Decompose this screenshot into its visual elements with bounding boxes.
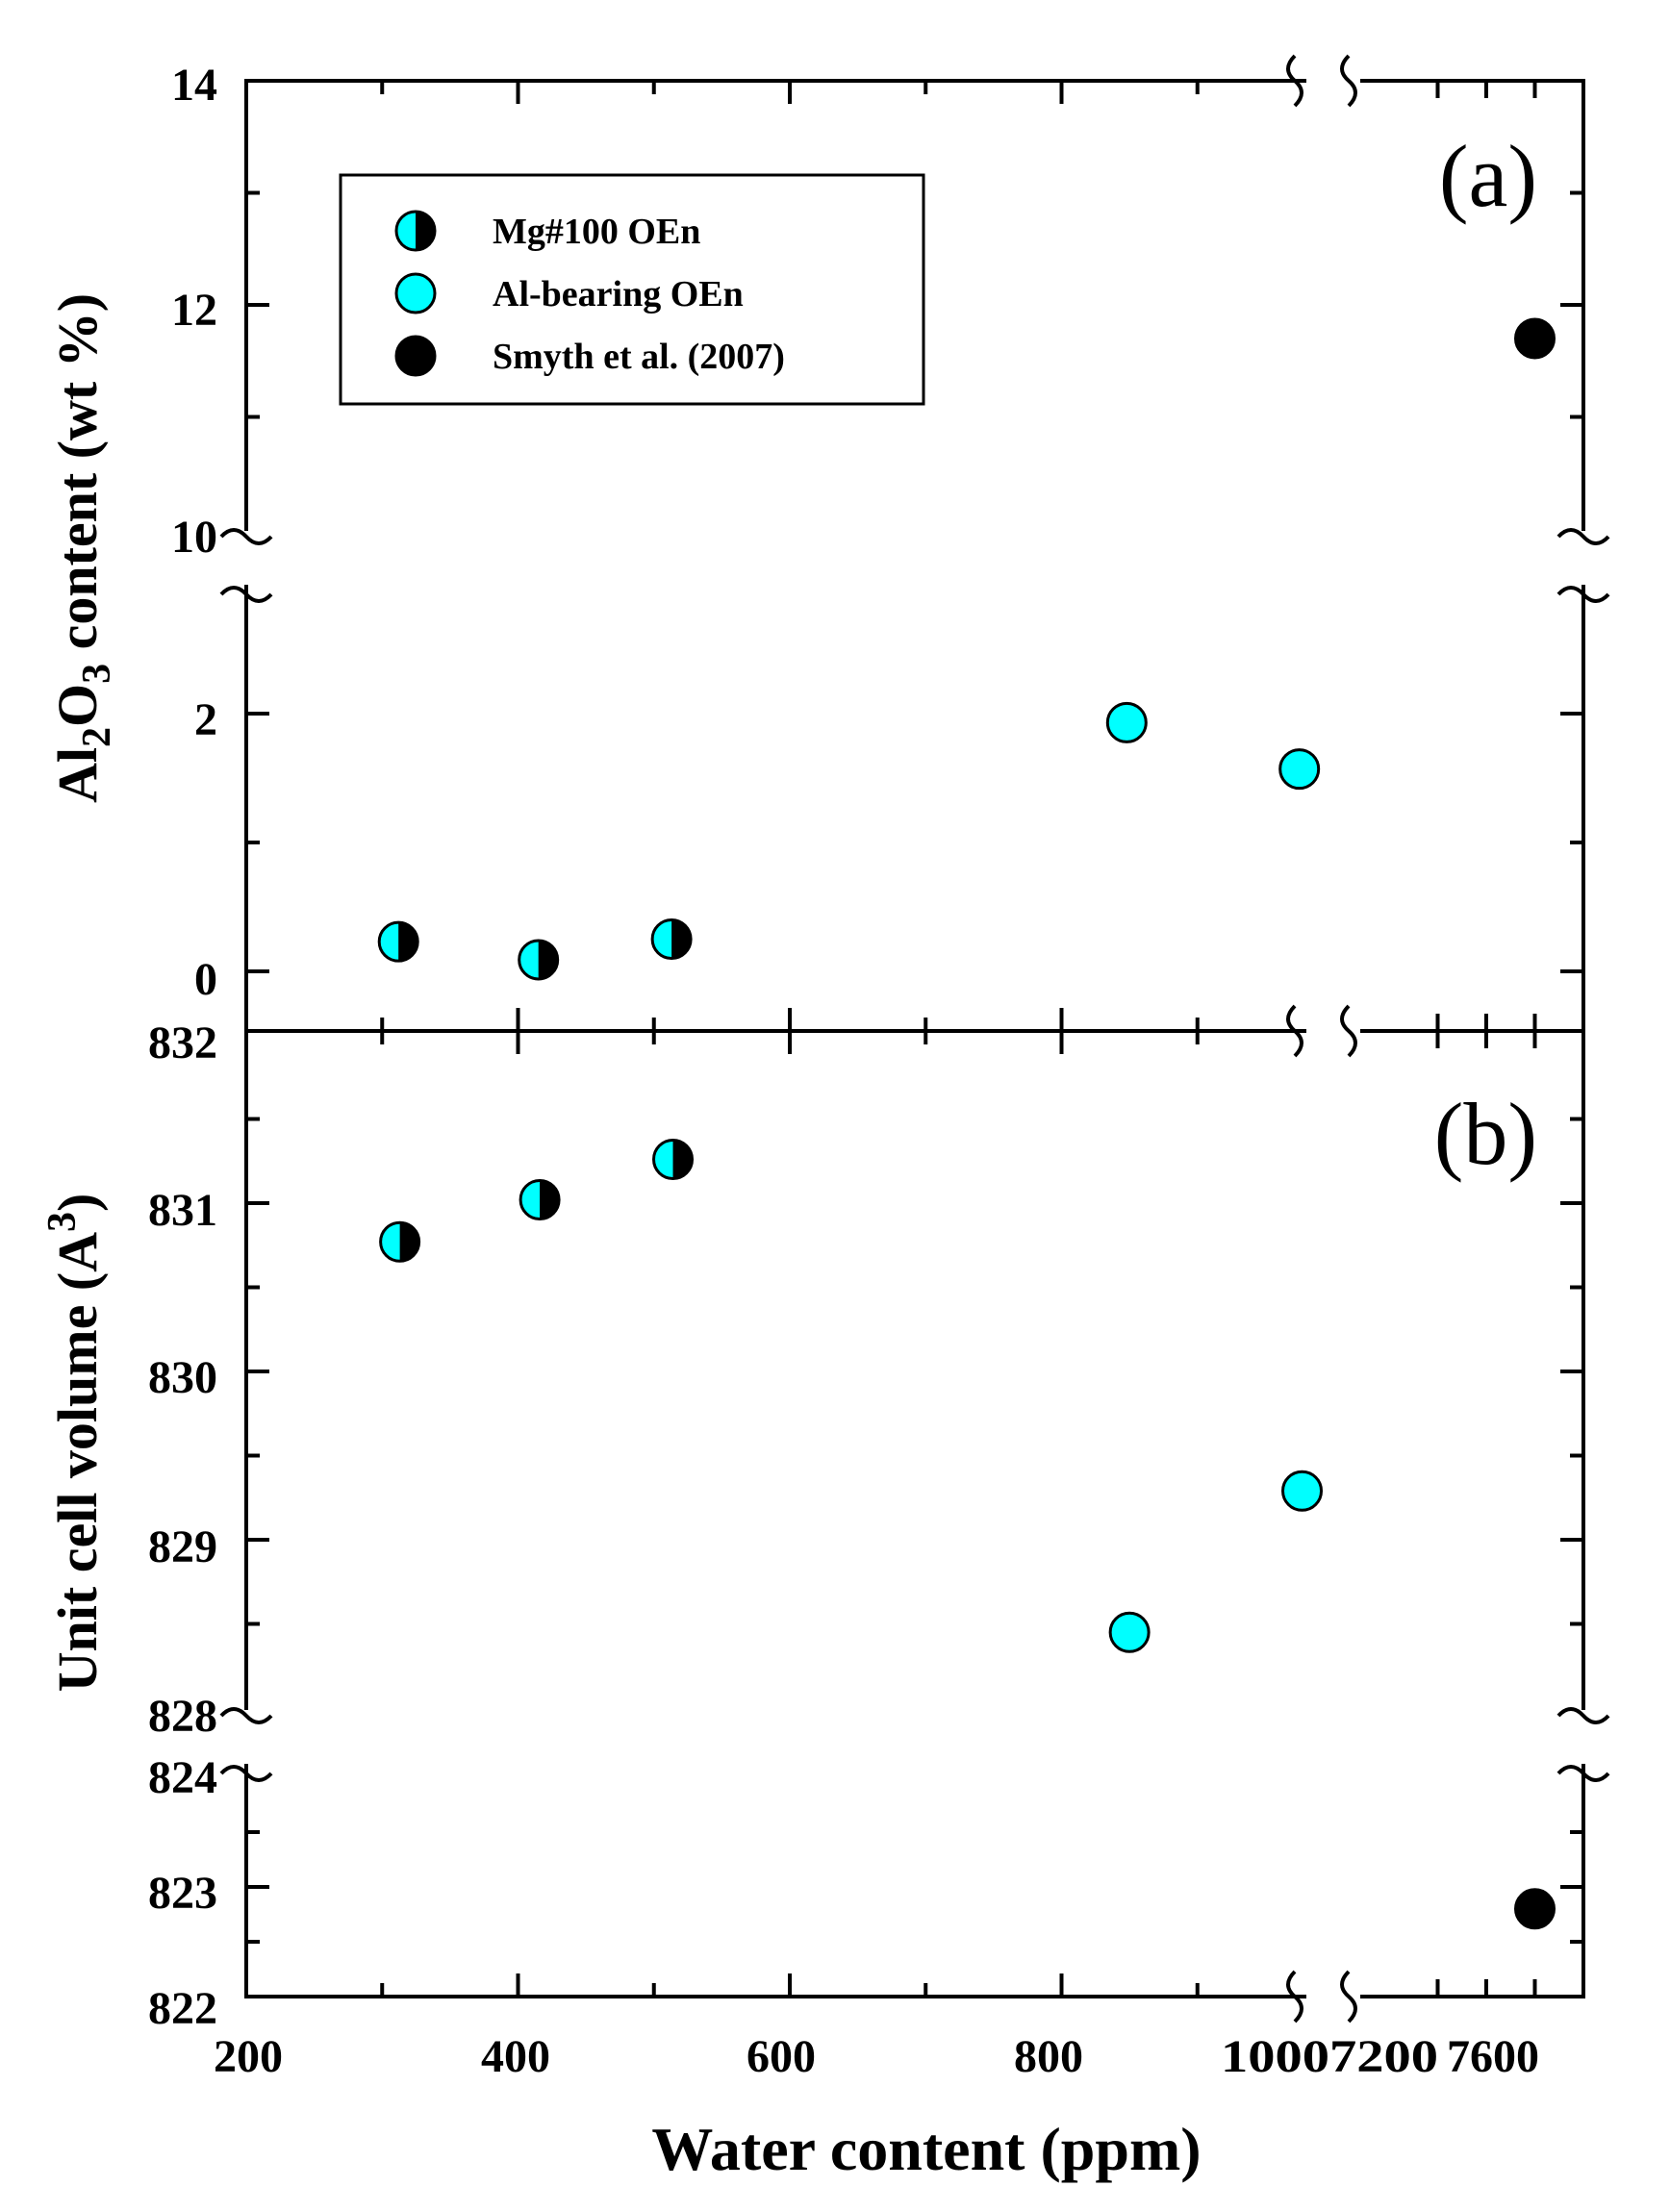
- data-point-b-half: [540, 1180, 560, 1219]
- data-point-b-half: [399, 1222, 419, 1262]
- data-point-a-half: [398, 922, 418, 962]
- data-point-b-half: [672, 1140, 693, 1179]
- legend-markers: [394, 210, 437, 377]
- panel-label-b: (b): [1434, 1085, 1537, 1183]
- legend-marker-half: [416, 212, 435, 250]
- x-break-mark: [1286, 1004, 1303, 1058]
- y-break-mark: [1556, 528, 1610, 545]
- x-break-mark: [1286, 54, 1303, 108]
- data-point-a-half: [671, 919, 692, 959]
- y-tick-label: 823: [148, 1868, 217, 1919]
- data-point-b: [1281, 1470, 1324, 1512]
- legend-label: Al-bearing OEn: [493, 274, 744, 314]
- axis-ticks: [244, 79, 1585, 1998]
- x-break-mark: [1286, 1970, 1303, 2023]
- x-tick-label: 200: [214, 2031, 283, 2082]
- y-tick-label: 12: [171, 285, 217, 336]
- data-point-b: [1514, 1888, 1556, 1930]
- y-tick-label: 830: [148, 1352, 217, 1403]
- x-break-mark: [1340, 1004, 1357, 1058]
- data-point-b: [652, 1139, 695, 1180]
- y-tick-label: 824: [148, 1752, 217, 1803]
- y-break-mark: [219, 1707, 273, 1724]
- y-break-mark: [1556, 1765, 1610, 1782]
- legend-label: Smyth et al. (2007): [493, 337, 785, 377]
- y-tick-label: 822: [148, 1983, 217, 2034]
- y-break-mark: [219, 586, 273, 603]
- y-break-mark: [1556, 1707, 1610, 1724]
- x-break-mark: [1340, 1970, 1357, 2023]
- y-tick-label: 832: [148, 1018, 217, 1068]
- y-break-mark: [219, 1765, 273, 1782]
- data-point-b: [379, 1220, 421, 1263]
- data-point-a: [1278, 748, 1321, 791]
- data-point-a: [518, 939, 560, 981]
- data-point-a: [650, 918, 693, 960]
- y-tick-label: 0: [194, 954, 217, 1005]
- x-tick-label: 800: [1014, 2031, 1083, 2082]
- data-point-b: [1108, 1611, 1151, 1653]
- y-axis-title-a: Al2O3 content (wt %): [46, 293, 119, 803]
- y-tick-labels-b: 832 831 830 829 828 824 823 822: [148, 1018, 217, 2034]
- legend-box: [339, 173, 925, 406]
- y-tick-label: 14: [171, 60, 217, 111]
- data-point-a: [1514, 317, 1556, 360]
- axis-breaks: [219, 54, 1610, 2023]
- y-break-mark: [219, 528, 273, 545]
- data-point-a: [1105, 701, 1148, 743]
- x-tick-label: 7600: [1447, 2031, 1539, 2082]
- y-tick-labels-a: 14 12 10 2 0: [171, 60, 217, 1005]
- x-tick-labels: 200 400 600 800 10007200 7600: [214, 2031, 1539, 2082]
- x-tick-label: 600: [746, 2031, 816, 2082]
- x-break-mark: [1340, 54, 1357, 108]
- x-axis-title: Water content (ppm): [651, 2115, 1201, 2183]
- data-point-a: [377, 920, 419, 963]
- legend-marker: [394, 210, 437, 252]
- x-tick-label: 400: [481, 2031, 550, 2082]
- y-tick-label: 829: [148, 1521, 217, 1572]
- y-tick-label: 831: [148, 1185, 217, 1236]
- y-tick-label: 828: [148, 1691, 217, 1742]
- legend-marker: [394, 272, 437, 314]
- y-tick-label: 10: [171, 512, 217, 563]
- x-tick-label: 10007200: [1221, 2031, 1438, 2082]
- panel-label-a: (a): [1439, 127, 1537, 225]
- legend-marker: [394, 335, 437, 377]
- y-axis-title-b: Unit cell volume (A3): [40, 1194, 109, 1693]
- legend-label: Mg#100 OEn: [493, 212, 700, 252]
- y-break-mark: [1556, 586, 1610, 603]
- data-points: [377, 317, 1556, 1930]
- data-point-b: [519, 1179, 561, 1220]
- legend: Mg#100 OEn Al-bearing OEn Smyth et al. (…: [339, 173, 925, 406]
- data-point-a-half: [538, 940, 558, 979]
- y-tick-label: 2: [194, 694, 217, 745]
